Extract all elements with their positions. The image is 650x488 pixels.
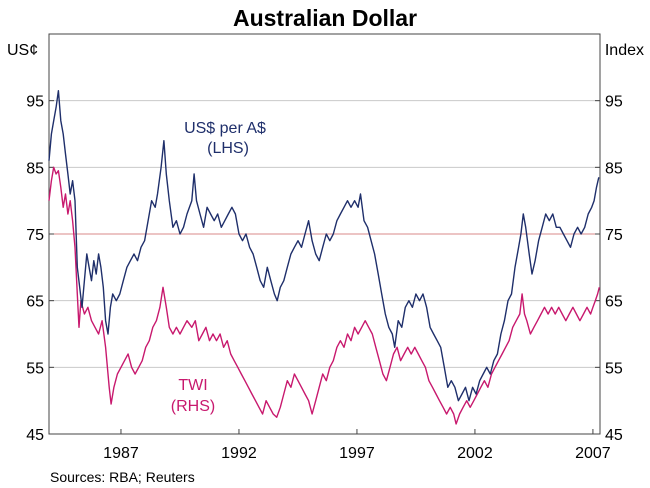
left-tick-label-65: 65 — [26, 294, 44, 311]
x-tick-label-2002: 2002 — [457, 445, 493, 462]
series-label-rhs: (RHS) — [171, 398, 215, 415]
x-tick-label-1987: 1987 — [103, 445, 139, 462]
left-axis-unit: US¢ — [7, 42, 38, 59]
left-tick-label-55: 55 — [26, 360, 44, 377]
series-label-twi: TWI — [178, 377, 207, 394]
right-tick-label-95: 95 — [605, 94, 623, 111]
left-tick-label-85: 85 — [26, 160, 44, 177]
series-label-lhs: (LHS) — [207, 140, 249, 157]
right-tick-label-45: 45 — [605, 427, 623, 444]
right-tick-label-55: 55 — [605, 360, 623, 377]
source-note: Sources: RBA; Reuters — [50, 469, 195, 485]
left-axis-ticks: 45 55 65 75 85 95 — [26, 94, 54, 444]
gridlines — [49, 100, 600, 368]
x-tick-label-1992: 1992 — [221, 445, 257, 462]
right-tick-label-65: 65 — [605, 294, 623, 311]
right-axis-ticks: 45 55 65 75 85 95 — [595, 94, 623, 444]
series-label-us-per-aud: US$ per A$ — [184, 120, 266, 137]
series-line-us-per-aud — [48, 90, 600, 402]
x-tick-label-2007: 2007 — [575, 445, 611, 462]
left-tick-label-75: 75 — [26, 227, 44, 244]
right-tick-label-75: 75 — [605, 227, 623, 244]
left-tick-label-45: 45 — [26, 427, 44, 444]
x-tick-label-1997: 1997 — [339, 445, 375, 462]
x-axis-ticks: 1987 1992 1997 2002 2007 — [103, 429, 611, 462]
chart-title: Australian Dollar — [233, 5, 417, 31]
series-line-twi — [48, 166, 600, 425]
right-tick-label-85: 85 — [605, 160, 623, 177]
left-tick-label-95: 95 — [26, 94, 44, 111]
right-axis-unit: Index — [605, 42, 644, 59]
